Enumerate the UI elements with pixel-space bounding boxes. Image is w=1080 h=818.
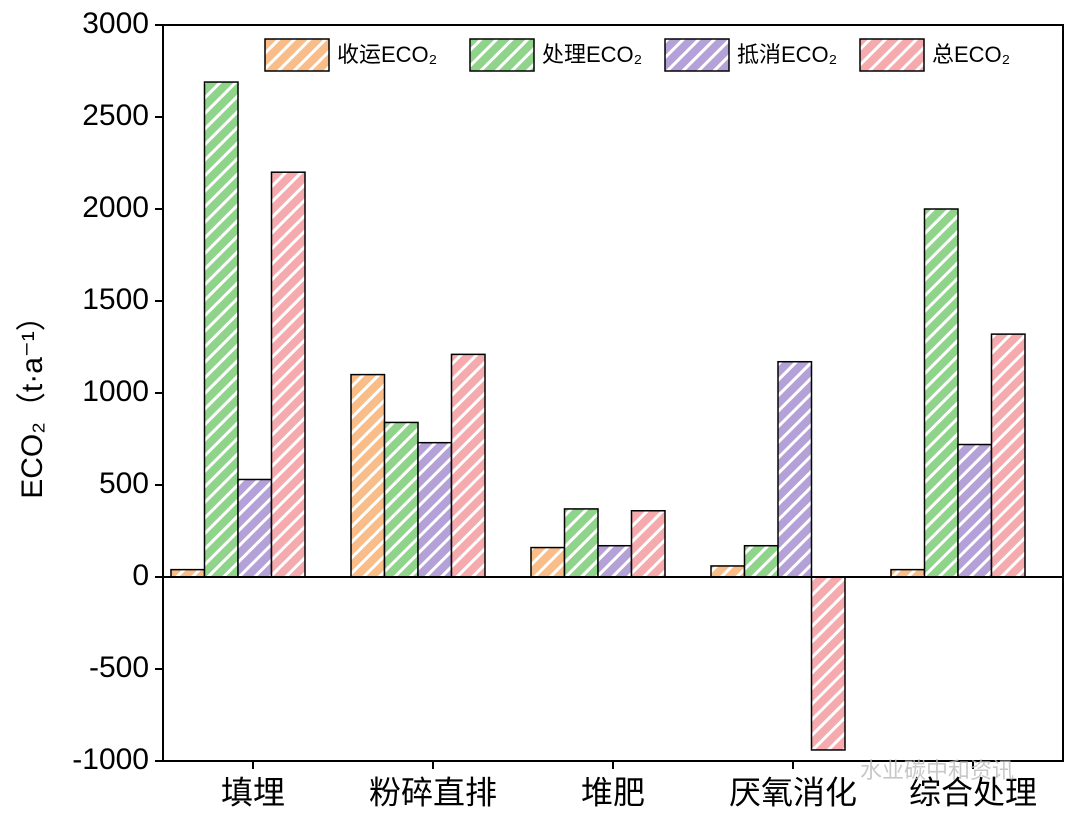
y-tick-label: -1000	[72, 743, 149, 776]
legend-label: 处理ECO₂	[542, 42, 642, 67]
bar	[957, 443, 993, 578]
bar	[630, 510, 666, 578]
legend-swatch	[469, 38, 535, 72]
y-tick-label: 500	[99, 467, 149, 500]
bar	[710, 565, 746, 578]
y-tick-label: 2500	[82, 99, 149, 132]
bar	[450, 353, 486, 578]
legend-swatch	[664, 38, 730, 72]
y-tick-label: 2000	[82, 191, 149, 224]
legend-swatch	[264, 38, 330, 72]
bar	[743, 544, 779, 578]
y-tick-label: 3000	[82, 7, 149, 40]
bar	[923, 208, 959, 578]
x-tick-label: 堆肥	[581, 774, 645, 810]
watermark: 水业碳中和资讯	[860, 758, 1014, 783]
bar	[237, 478, 273, 578]
y-tick-label: -500	[89, 651, 149, 684]
legend-swatch	[859, 38, 925, 72]
x-tick-label: 填埋	[221, 774, 285, 810]
bar	[777, 360, 813, 578]
bar	[810, 576, 846, 751]
bar	[417, 441, 453, 578]
bar	[530, 546, 566, 578]
y-tick-label: 1500	[82, 283, 149, 316]
x-tick-label: 粉碎直排	[369, 774, 497, 810]
legend-label: 抵消ECO₂	[737, 42, 837, 67]
plot-frame	[162, 24, 1064, 762]
bar	[563, 508, 599, 578]
bar	[203, 81, 239, 578]
legend-label: 收运ECO₂	[337, 42, 437, 67]
bar	[170, 568, 206, 578]
x-tick-label: 综合处理	[909, 774, 1037, 810]
y-tick-label: 0	[132, 559, 149, 592]
y-tick-label: 1000	[82, 375, 149, 408]
bar	[383, 421, 419, 578]
y-axis-label: ECO₂（t·a⁻¹）	[16, 301, 49, 499]
bar	[270, 171, 306, 578]
bar	[890, 568, 926, 578]
bar	[597, 544, 633, 578]
bar	[350, 373, 386, 578]
x-tick-label: 厌氧消化	[729, 774, 857, 810]
legend-label: 总ECO₂	[932, 42, 1010, 67]
bar	[990, 333, 1026, 578]
